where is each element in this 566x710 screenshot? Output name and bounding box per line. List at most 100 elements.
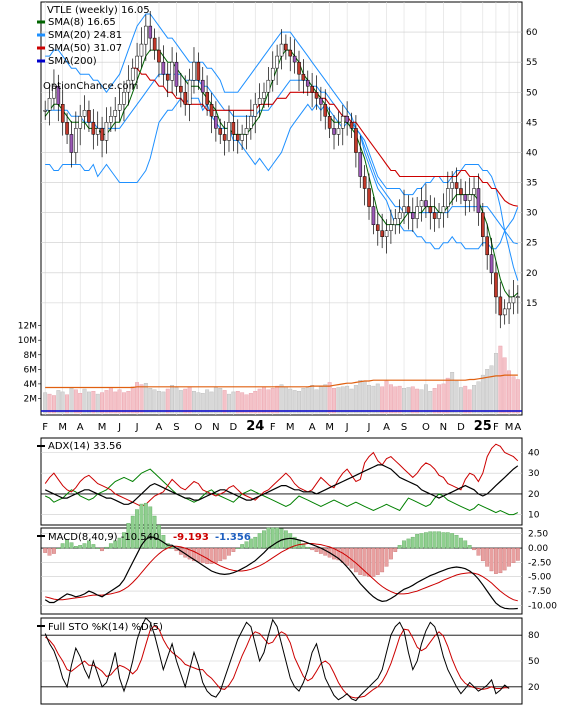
candle-body — [345, 116, 349, 123]
volume-bar — [288, 388, 293, 414]
volume-bar — [148, 388, 153, 414]
candle-body — [240, 134, 244, 141]
volume-bar — [349, 388, 354, 414]
volume-bar — [393, 386, 398, 414]
candle-body — [52, 85, 56, 99]
adx-y-tick-label: 20 — [528, 490, 540, 500]
candle-body — [249, 116, 253, 129]
candle-body — [257, 98, 262, 105]
candle-body — [170, 61, 174, 81]
volume-bar — [130, 386, 135, 414]
candle-body — [411, 212, 415, 219]
macd-histogram-bar — [126, 523, 131, 549]
macd-line — [44, 535, 518, 610]
candle-body — [454, 182, 459, 189]
volume-bar — [358, 380, 363, 414]
volume-bar — [65, 394, 70, 414]
volume-bar — [415, 388, 420, 414]
x-month-label: D — [457, 422, 465, 433]
candle-body — [393, 218, 398, 225]
candle-body — [218, 128, 223, 135]
x-month-label: M — [286, 422, 295, 433]
candle-body — [69, 134, 74, 153]
candle-body — [235, 134, 240, 141]
volume-bar — [174, 387, 179, 414]
macd-histogram-bar — [428, 531, 433, 549]
macd-histogram-bar — [227, 547, 231, 556]
macd-histogram-bar — [502, 547, 507, 571]
volume-bar — [498, 345, 503, 414]
volume-bar — [402, 388, 406, 414]
volume-bar — [323, 384, 328, 414]
volume-bar — [100, 392, 105, 414]
macd-histogram-bar — [393, 547, 398, 552]
x-month-label: J — [135, 422, 139, 433]
volume-bar — [353, 385, 358, 414]
adx-y-tick-label: 40 — [528, 449, 540, 459]
candle-body — [288, 49, 293, 57]
macd-histogram-bar — [240, 544, 245, 549]
candle-body — [200, 79, 205, 93]
volume-bar — [472, 385, 476, 414]
volume-bar — [485, 369, 490, 414]
volume-bar — [459, 387, 463, 414]
macd-histogram-bar — [157, 524, 161, 549]
x-month-label: N — [440, 422, 447, 433]
volume-bar — [240, 392, 245, 414]
candle-body — [74, 128, 78, 153]
candle-body — [209, 104, 214, 117]
candle-body — [117, 104, 122, 111]
candle-body — [279, 43, 284, 57]
volume-bar — [463, 385, 468, 414]
volume-bar — [454, 380, 459, 414]
candle-body — [179, 85, 183, 93]
candle-body — [214, 116, 218, 129]
candle-body — [380, 230, 384, 237]
macd-histogram-bar — [253, 536, 258, 549]
macd-histogram-bar — [397, 545, 402, 549]
candle-body — [161, 61, 166, 75]
candle-body — [354, 128, 358, 153]
macd-histogram-bar — [450, 533, 455, 549]
macd-histogram-bar — [384, 547, 389, 567]
volume-bar — [165, 388, 170, 414]
macd-histogram-bar — [467, 545, 472, 549]
price-y-tick-label: 20 — [526, 269, 538, 279]
macd-histogram-bar — [52, 547, 56, 554]
x-month-label: O — [194, 422, 202, 433]
macd-histogram-bar — [82, 543, 87, 549]
volume-bar — [52, 395, 56, 414]
volume-bar — [248, 393, 253, 414]
price-y-tick-label: 15 — [526, 299, 537, 309]
candle-body — [174, 61, 179, 87]
volume-bar — [91, 391, 96, 414]
candle-body — [485, 236, 489, 256]
x-month-label: M — [58, 422, 67, 433]
candle-body — [463, 194, 468, 201]
candle-body — [384, 230, 389, 237]
macd-histogram-bar — [47, 547, 52, 556]
candle-body — [406, 206, 411, 213]
macd-histogram-bar — [95, 547, 100, 549]
candle-body — [507, 302, 511, 310]
macd-signal-line — [45, 543, 518, 602]
volume-bar — [362, 380, 367, 414]
volume-bar — [467, 389, 472, 414]
x-month-label: J — [345, 422, 349, 433]
volume-bar — [511, 376, 516, 414]
volume-bar — [380, 386, 385, 414]
candle-body — [349, 122, 354, 129]
volume-y-tick-label: 2M — [24, 394, 38, 404]
stochastic-y-tick-label: 80 — [528, 631, 540, 641]
candle-body — [43, 110, 48, 112]
volume-bar — [445, 377, 450, 414]
candle-body — [419, 200, 424, 207]
volume-y-tick-label: 4M — [24, 380, 38, 390]
price-chart-title: VTLE (weekly) 16.05 — [47, 5, 150, 16]
candle-body — [437, 212, 441, 219]
macd-histogram-bar — [358, 547, 363, 575]
candle-body — [428, 206, 433, 213]
candle-body — [397, 212, 402, 219]
volume-bar — [279, 384, 284, 414]
volume-bar — [117, 389, 122, 414]
